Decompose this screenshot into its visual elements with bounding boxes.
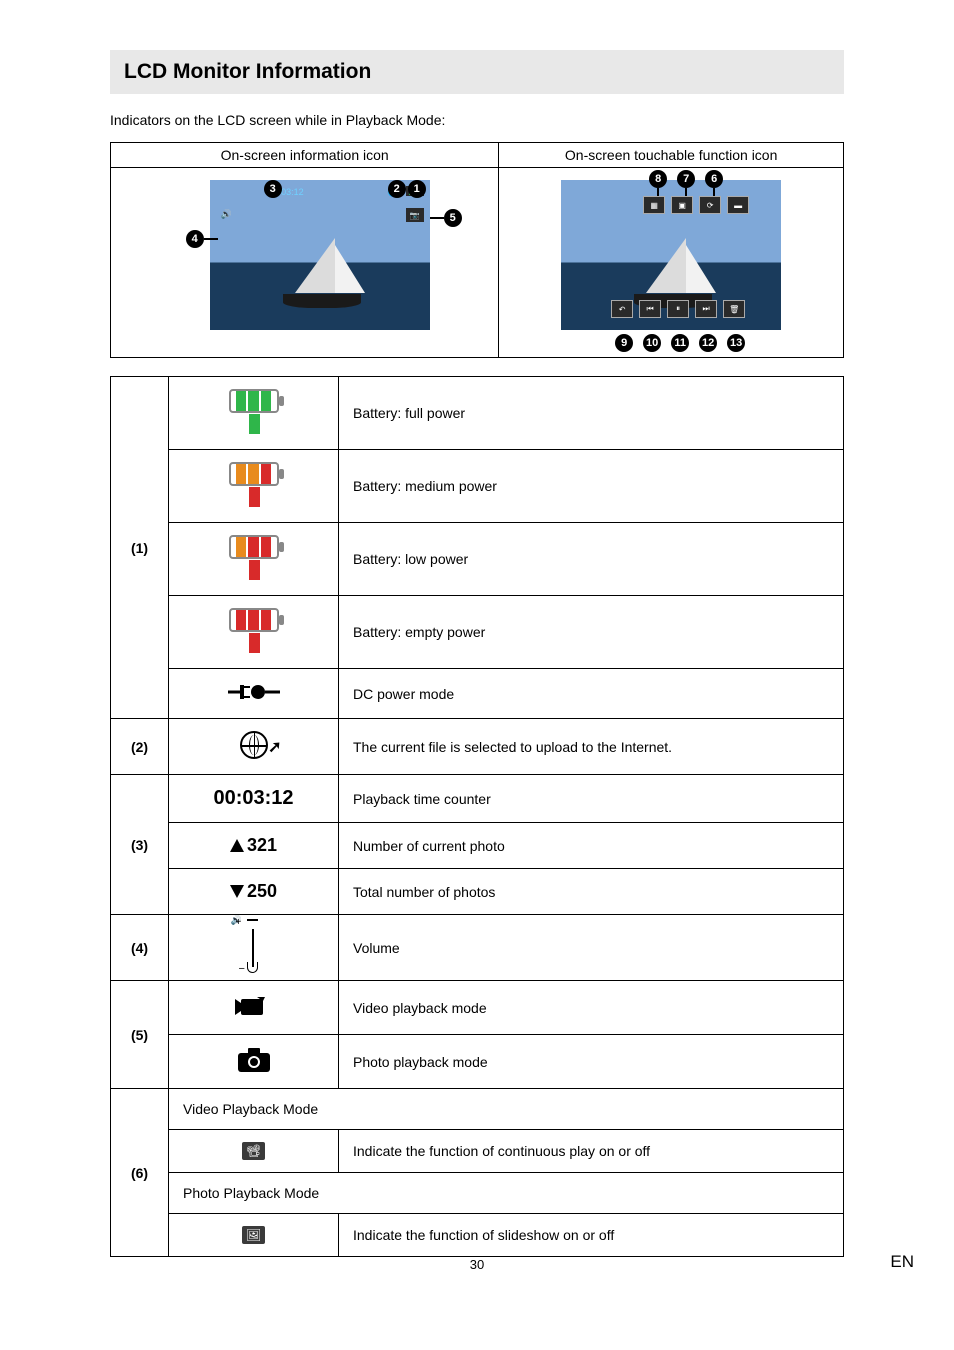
intro-text: Indicators on the LCD screen while in Pl… — [110, 112, 844, 128]
osd-mode-icon: 📷 — [406, 208, 424, 222]
row2-num: (2) — [111, 719, 169, 775]
touch-back-icon: ↶ — [611, 300, 633, 318]
slideshow-desc: Indicate the function of slideshow on or… — [339, 1214, 844, 1257]
section-heading-bar: LCD Monitor Information — [110, 50, 844, 94]
page-number: 30 — [110, 1257, 844, 1272]
playback-time-desc: Playback time counter — [339, 775, 844, 823]
diagram-table: On-screen information icon On-screen tou… — [110, 142, 844, 358]
callout-1: 1 — [408, 180, 426, 198]
battery-full-icon — [169, 377, 339, 450]
callout-2: 2 — [388, 180, 406, 198]
photo-playback-desc: Photo playback mode — [339, 1035, 844, 1089]
touch-pause-icon: ⏸ — [667, 300, 689, 318]
touch-screenshot: ▦ ▣ ⟳ ▬ ↶ ⏮ ⏸ ⏭ 🗑 — [561, 180, 781, 330]
touch-grid-icon: ▦ — [643, 196, 665, 214]
battery-full-desc: Battery: full power — [339, 377, 844, 450]
touch-delete-icon: 🗑 — [723, 300, 745, 318]
touch-slide-icon: ▣ — [671, 196, 693, 214]
language-label: EN — [890, 1252, 914, 1272]
callout-9: 9 — [615, 334, 633, 352]
video-mode-header: Video Playback Mode — [169, 1089, 844, 1130]
row6-num: (6) — [111, 1089, 169, 1257]
callout-10: 10 — [643, 334, 661, 352]
callout-11: 11 — [671, 334, 689, 352]
diagram-right-cell: ▦ ▣ ⟳ ▬ ↶ ⏮ ⏸ ⏭ 🗑 8 7 6 9 10 11 — [499, 168, 844, 358]
row3-num: (3) — [111, 775, 169, 915]
row5-num: (5) — [111, 981, 169, 1089]
callout-3: 3 — [264, 180, 282, 198]
current-photo-icon: 321 — [169, 823, 339, 869]
slideshow-icon: 🖼 — [169, 1214, 339, 1257]
diagram-left-cell: 00:03:12 🌐 🔊 📷 3 2 1 5 4 — [111, 168, 499, 358]
battery-low-desc: Battery: low power — [339, 523, 844, 596]
video-playback-icon — [169, 981, 339, 1035]
section-heading: LCD Monitor Information — [124, 60, 830, 84]
volume-icon: 🔊+− — [169, 915, 339, 981]
dc-power-icon — [169, 669, 339, 719]
diagram-right-header: On-screen touchable function icon — [499, 143, 844, 168]
touch-prev-icon: ⏮ — [639, 300, 661, 318]
osd-volume-icon: 🔊 — [218, 208, 235, 221]
footer: 30 EN — [110, 1257, 844, 1272]
volume-desc: Volume — [339, 915, 844, 981]
row1-num: (1) — [111, 377, 169, 719]
playback-time-icon: 00:03:12 — [169, 775, 339, 823]
photo-playback-icon — [169, 1035, 339, 1089]
video-playback-desc: Video playback mode — [339, 981, 844, 1035]
battery-low-icon — [169, 523, 339, 596]
touch-loop-icon: ⟳ — [699, 196, 721, 214]
continuous-play-icon: 📽 — [169, 1130, 339, 1173]
callout-13: 13 — [727, 334, 745, 352]
touch-batt-icon: ▬ — [727, 196, 749, 214]
dc-power-desc: DC power mode — [339, 669, 844, 719]
current-photo-desc: Number of current photo — [339, 823, 844, 869]
battery-medium-icon — [169, 450, 339, 523]
total-photos-desc: Total number of photos — [339, 869, 844, 915]
callout-5: 5 — [444, 209, 462, 227]
callout-12: 12 — [699, 334, 717, 352]
info-table: (1) Battery: full power Battery: medium … — [110, 376, 844, 1257]
info-screenshot: 00:03:12 🌐 🔊 📷 — [210, 180, 430, 330]
diagram-left-header: On-screen information icon — [111, 143, 499, 168]
battery-empty-icon — [169, 596, 339, 669]
row4-num: (4) — [111, 915, 169, 981]
callout-4: 4 — [186, 230, 204, 248]
battery-medium-desc: Battery: medium power — [339, 450, 844, 523]
upload-internet-desc: The current file is selected to upload t… — [339, 719, 844, 775]
touch-next-icon: ⏭ — [695, 300, 717, 318]
total-photos-icon: 250 — [169, 869, 339, 915]
continuous-play-desc: Indicate the function of continuous play… — [339, 1130, 844, 1173]
upload-internet-icon: ➚ — [169, 719, 339, 775]
battery-empty-desc: Battery: empty power — [339, 596, 844, 669]
photo-mode-header: Photo Playback Mode — [169, 1173, 844, 1214]
